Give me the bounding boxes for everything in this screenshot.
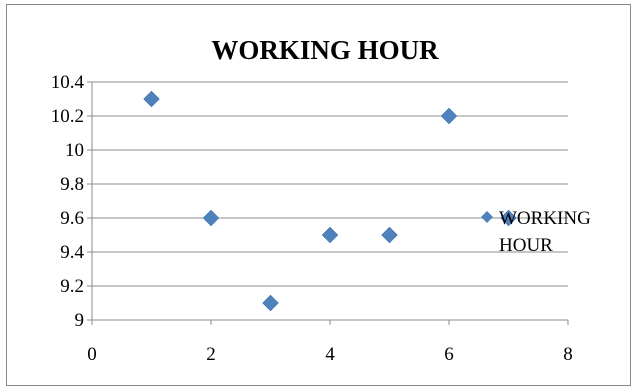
x-tick-label: 8 — [563, 344, 573, 365]
tick-labels: 9 9.2 9.4 9.6 9.8 10 10.2 10.4 0 2 4 6 8 — [51, 72, 573, 365]
data-point — [381, 226, 398, 244]
data-point — [202, 209, 220, 227]
data-point — [262, 294, 279, 312]
legend-label-line-2: HOUR — [499, 235, 553, 256]
y-tick-label: 9.2 — [60, 276, 84, 297]
chart-frame — [6, 4, 631, 386]
data-point — [143, 90, 160, 108]
legend-marker-diamond-icon — [481, 211, 493, 223]
y-tick-label: 9.4 — [60, 242, 84, 263]
x-tick-label: 0 — [87, 344, 97, 365]
x-tick-label: 6 — [444, 344, 454, 365]
y-tick-label: 10.2 — [51, 106, 84, 127]
data-point — [440, 107, 458, 125]
x-tick-label: 2 — [206, 344, 216, 365]
chart-title: WORKING HOUR — [211, 35, 439, 65]
y-tick-label: 9 — [75, 310, 85, 331]
grid-lines — [92, 81, 568, 287]
y-tick-label: 9.6 — [60, 208, 84, 229]
y-tick-label: 9.8 — [60, 174, 84, 195]
x-tick-label: 4 — [325, 344, 335, 365]
y-tick-label: 10 — [65, 140, 84, 161]
y-tick-label: 10.4 — [51, 72, 85, 93]
legend-label-line-1: WORKING — [499, 208, 591, 229]
data-point — [321, 226, 339, 244]
axes — [87, 81, 569, 325]
data-point — [500, 209, 517, 227]
legend: WORKING HOUR — [481, 208, 591, 256]
data-points — [143, 90, 517, 312]
